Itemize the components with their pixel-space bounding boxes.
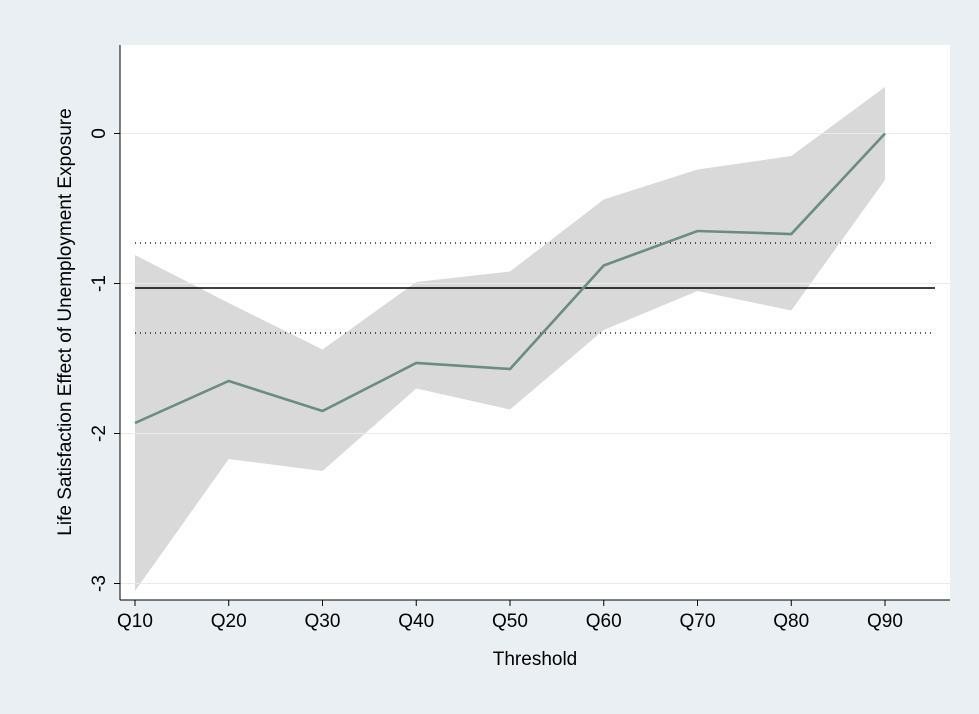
x-tick-label: Q80 — [773, 611, 809, 632]
y-tick-label: -2 — [89, 425, 110, 442]
y-axis-title: Life Satisfaction Effect of Unemployment… — [55, 108, 76, 535]
x-tick-label: Q60 — [586, 611, 622, 632]
y-tick-label: 0 — [89, 128, 110, 139]
main-layer: -3 -2 -1 0 Q10 Q20 Q30 Q40 Q50 Q60 Q70 Q80 Q90 — [89, 128, 935, 632]
x-tick-label: Q10 — [117, 611, 153, 632]
x-tick-label: Q50 — [492, 611, 528, 632]
grid-layer — [120, 133, 950, 584]
x-tick-label: Q70 — [680, 611, 716, 632]
y-tick-label: -3 — [89, 575, 110, 592]
x-tick-label: Q90 — [867, 611, 903, 632]
confidence-band — [135, 87, 885, 591]
x-tick-label: Q30 — [305, 611, 341, 632]
estimate-line — [134, 132, 886, 425]
y-tick-label: -1 — [89, 275, 110, 292]
band-layer — [135, 87, 885, 591]
x-tick-label: Q40 — [398, 611, 434, 632]
x-tick-label: Q20 — [211, 611, 247, 632]
x-axis-title: Threshold — [493, 649, 578, 670]
